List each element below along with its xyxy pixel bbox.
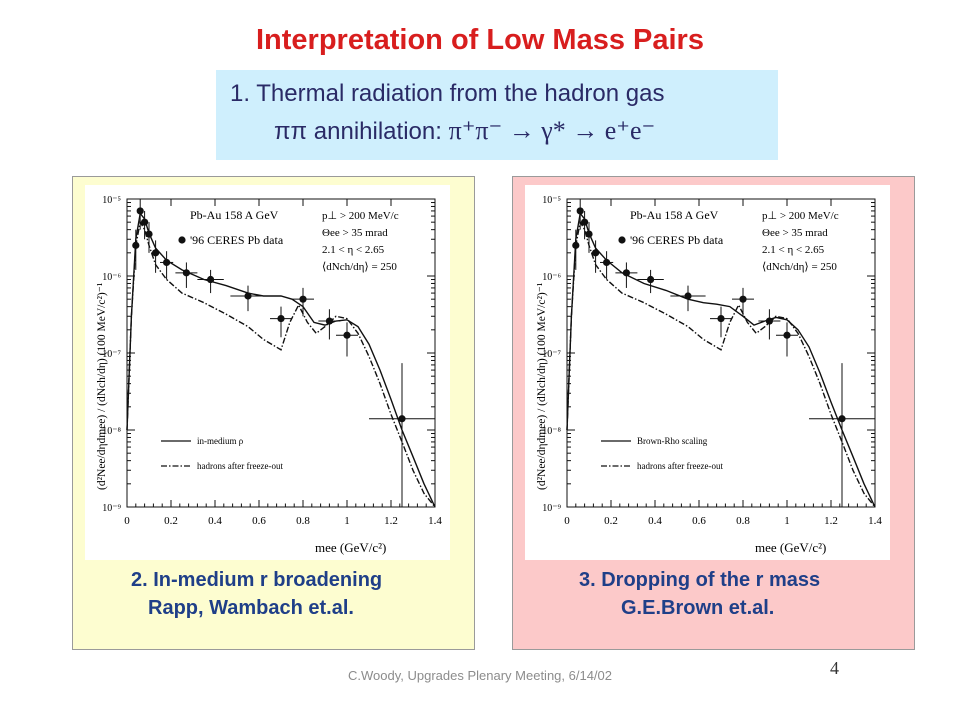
x-tick-label: 0.8 xyxy=(296,515,310,527)
x-tick-label: 1.2 xyxy=(384,515,398,527)
panel-right: 0 0.2 0.4 0.6 0.8 1 1.2 1.4 10⁻⁵ 10⁻⁶ 10⁻⁷ 10⁻⁸ 10⁻⁹… xyxy=(512,176,915,650)
caption-right-line1: 3. Dropping of the r mass xyxy=(579,569,821,591)
data-point xyxy=(637,269,664,294)
data-point xyxy=(600,251,614,280)
cut-pt: p⊥ > 200 MeV/c xyxy=(322,210,399,222)
curve-legend: Brown-Rho scaling hadrons after freeze-o… xyxy=(601,436,723,471)
data-point xyxy=(336,322,358,357)
subtitle-line2: ππ annihilation: π⁺π⁻ → γ* → e⁺e⁻ xyxy=(274,116,655,146)
experiment-label: Pb-Au 158 A GeV xyxy=(630,208,719,222)
data-legend-label: '96 CERES Pb data xyxy=(190,233,284,247)
data-legend: '96 CERES Pb data xyxy=(618,233,724,247)
data-marker xyxy=(739,295,747,303)
data-legend-marker xyxy=(178,236,186,244)
data-marker xyxy=(299,295,307,303)
annihilation-text: ππ annihilation: xyxy=(274,118,442,145)
y-tick-label: 10⁻⁸ xyxy=(102,426,121,437)
cut-dnch: ⟨dNch/dη⟩ = 250 xyxy=(762,261,837,273)
y-tick-label: 10⁻⁹ xyxy=(102,503,121,514)
x-tick-label: 0 xyxy=(124,515,130,527)
data-marker xyxy=(783,331,791,339)
x-tick-label: 1 xyxy=(784,515,790,527)
subtitle-box: 1. Thermal radiation from the hadron gas… xyxy=(216,70,778,160)
data-point xyxy=(809,363,875,507)
y-tick-label: 10⁻⁵ xyxy=(102,195,121,206)
data-marker xyxy=(717,314,725,323)
x-axis-label: mee (GeV/c²) xyxy=(755,540,826,555)
x-tick-label: 0.4 xyxy=(648,515,662,527)
experiment-label: Pb-Au 158 A GeV xyxy=(190,208,279,222)
slide-title: Interpretation of Low Mass Pairs xyxy=(256,24,704,56)
cut-dnch: ⟨dNch/dη⟩ = 250 xyxy=(322,261,397,273)
x-tick-label: 0 xyxy=(564,515,570,527)
x-tick-label: 0.2 xyxy=(164,515,178,527)
curve-dashdot xyxy=(566,220,876,508)
reaction-formula: π⁺π⁻ → γ* → e⁺e⁻ xyxy=(448,116,656,145)
chart-right: 0 0.2 0.4 0.6 0.8 1 1.2 1.4 10⁻⁵ 10⁻⁶ 10⁻⁷ 10⁻⁸ 10⁻⁹… xyxy=(536,195,882,555)
x-tick-label: 1 xyxy=(344,515,350,527)
data-marker xyxy=(838,415,846,423)
data-marker xyxy=(343,331,351,339)
x-tick-label: 0.6 xyxy=(252,515,266,527)
page-number: 4 xyxy=(830,658,839,678)
y-tick-label: 10⁻⁷ xyxy=(102,349,121,360)
y-tick-label: 10⁻⁶ xyxy=(102,272,121,283)
curve-solid xyxy=(126,211,436,508)
caption-left-line2: Rapp, Wambach et.al. xyxy=(148,597,354,619)
data-point xyxy=(292,287,314,317)
x-tick-label: 0.4 xyxy=(208,515,222,527)
cut-pt: p⊥ > 200 MeV/c xyxy=(762,210,839,222)
cut-eta: 2.1 < η < 2.65 xyxy=(762,244,825,256)
data-point xyxy=(710,306,732,338)
cut-theta: Θee > 35 mrad xyxy=(322,227,388,239)
data-point xyxy=(776,322,798,357)
data-point xyxy=(369,363,435,507)
legend-solid-label: in-medium ρ xyxy=(197,436,244,446)
plot-left: 0 0.2 0.4 0.6 0.8 1 1.2 1.4 10⁻⁵ 10⁻⁶ 10⁻⁷ 10⁻⁸ 10⁻⁹… xyxy=(85,185,450,560)
data-marker xyxy=(603,258,611,267)
data-legend: '96 CERES Pb data xyxy=(178,233,284,247)
y-axis-label: (d²Nee/dηdmee) / (dNch/dη) (100 MeV/c²)⁻… xyxy=(96,282,108,490)
x-tick-label: 1.4 xyxy=(868,515,882,527)
x-tick-label: 0.8 xyxy=(736,515,750,527)
x-tick-label: 0.6 xyxy=(692,515,706,527)
data-marker xyxy=(136,207,144,215)
legend-solid-label: Brown-Rho scaling xyxy=(637,436,708,446)
legend-dashdot-label: hadrons after freeze-out xyxy=(637,461,723,471)
footer-text: C.Woody, Upgrades Plenary Meeting, 6/14/… xyxy=(348,668,612,683)
panel-left: 0 0.2 0.4 0.6 0.8 1 1.2 1.4 10⁻⁵ 10⁻⁶ 10⁻⁷ 10⁻⁸ 10⁻⁹… xyxy=(72,176,475,650)
x-tick-label: 0.2 xyxy=(604,515,618,527)
plot-right: 0 0.2 0.4 0.6 0.8 1 1.2 1.4 10⁻⁵ 10⁻⁶ 10⁻⁷ 10⁻⁸ 10⁻⁹… xyxy=(525,185,890,560)
y-tick-label: 10⁻⁸ xyxy=(542,426,561,437)
data-point xyxy=(270,306,292,338)
data-marker xyxy=(398,415,406,423)
data-legend-label: '96 CERES Pb data xyxy=(630,233,724,247)
y-axis-label: (d²Nee/dηdmee) / (dNch/dη) (100 MeV/c²)⁻… xyxy=(536,282,548,490)
curve-legend: in-medium ρ hadrons after freeze-out xyxy=(161,436,283,471)
x-tick-label: 1.2 xyxy=(824,515,838,527)
y-tick-label: 10⁻⁹ xyxy=(542,503,561,514)
data-legend-marker xyxy=(618,236,626,244)
curve-solid xyxy=(566,211,876,508)
caption-right-line2: G.E.Brown et.al. xyxy=(621,597,775,619)
chart-left: 0 0.2 0.4 0.6 0.8 1 1.2 1.4 10⁻⁵ 10⁻⁶ 10⁻⁷ 10⁻⁸ 10⁻⁹… xyxy=(96,195,442,555)
caption-left-line1: 2. In-medium r broadening xyxy=(131,569,383,591)
data-point xyxy=(670,285,706,312)
data-point xyxy=(732,287,754,317)
legend-dashdot-label: hadrons after freeze-out xyxy=(197,461,283,471)
data-marker xyxy=(277,314,285,323)
cut-theta: Θee > 35 mrad xyxy=(762,227,828,239)
subtitle-line1: 1. Thermal radiation from the hadron gas xyxy=(230,80,665,107)
y-tick-label: 10⁻⁷ xyxy=(542,349,561,360)
data-marker xyxy=(576,207,584,215)
data-marker xyxy=(647,275,655,284)
y-tick-label: 10⁻⁵ xyxy=(542,195,561,206)
curve-dashdot xyxy=(126,220,436,508)
y-tick-label: 10⁻⁶ xyxy=(542,272,561,283)
x-tick-label: 1.4 xyxy=(428,515,442,527)
data-marker xyxy=(244,292,252,300)
x-axis-label: mee (GeV/c²) xyxy=(315,540,386,555)
cut-eta: 2.1 < η < 2.65 xyxy=(322,244,385,256)
